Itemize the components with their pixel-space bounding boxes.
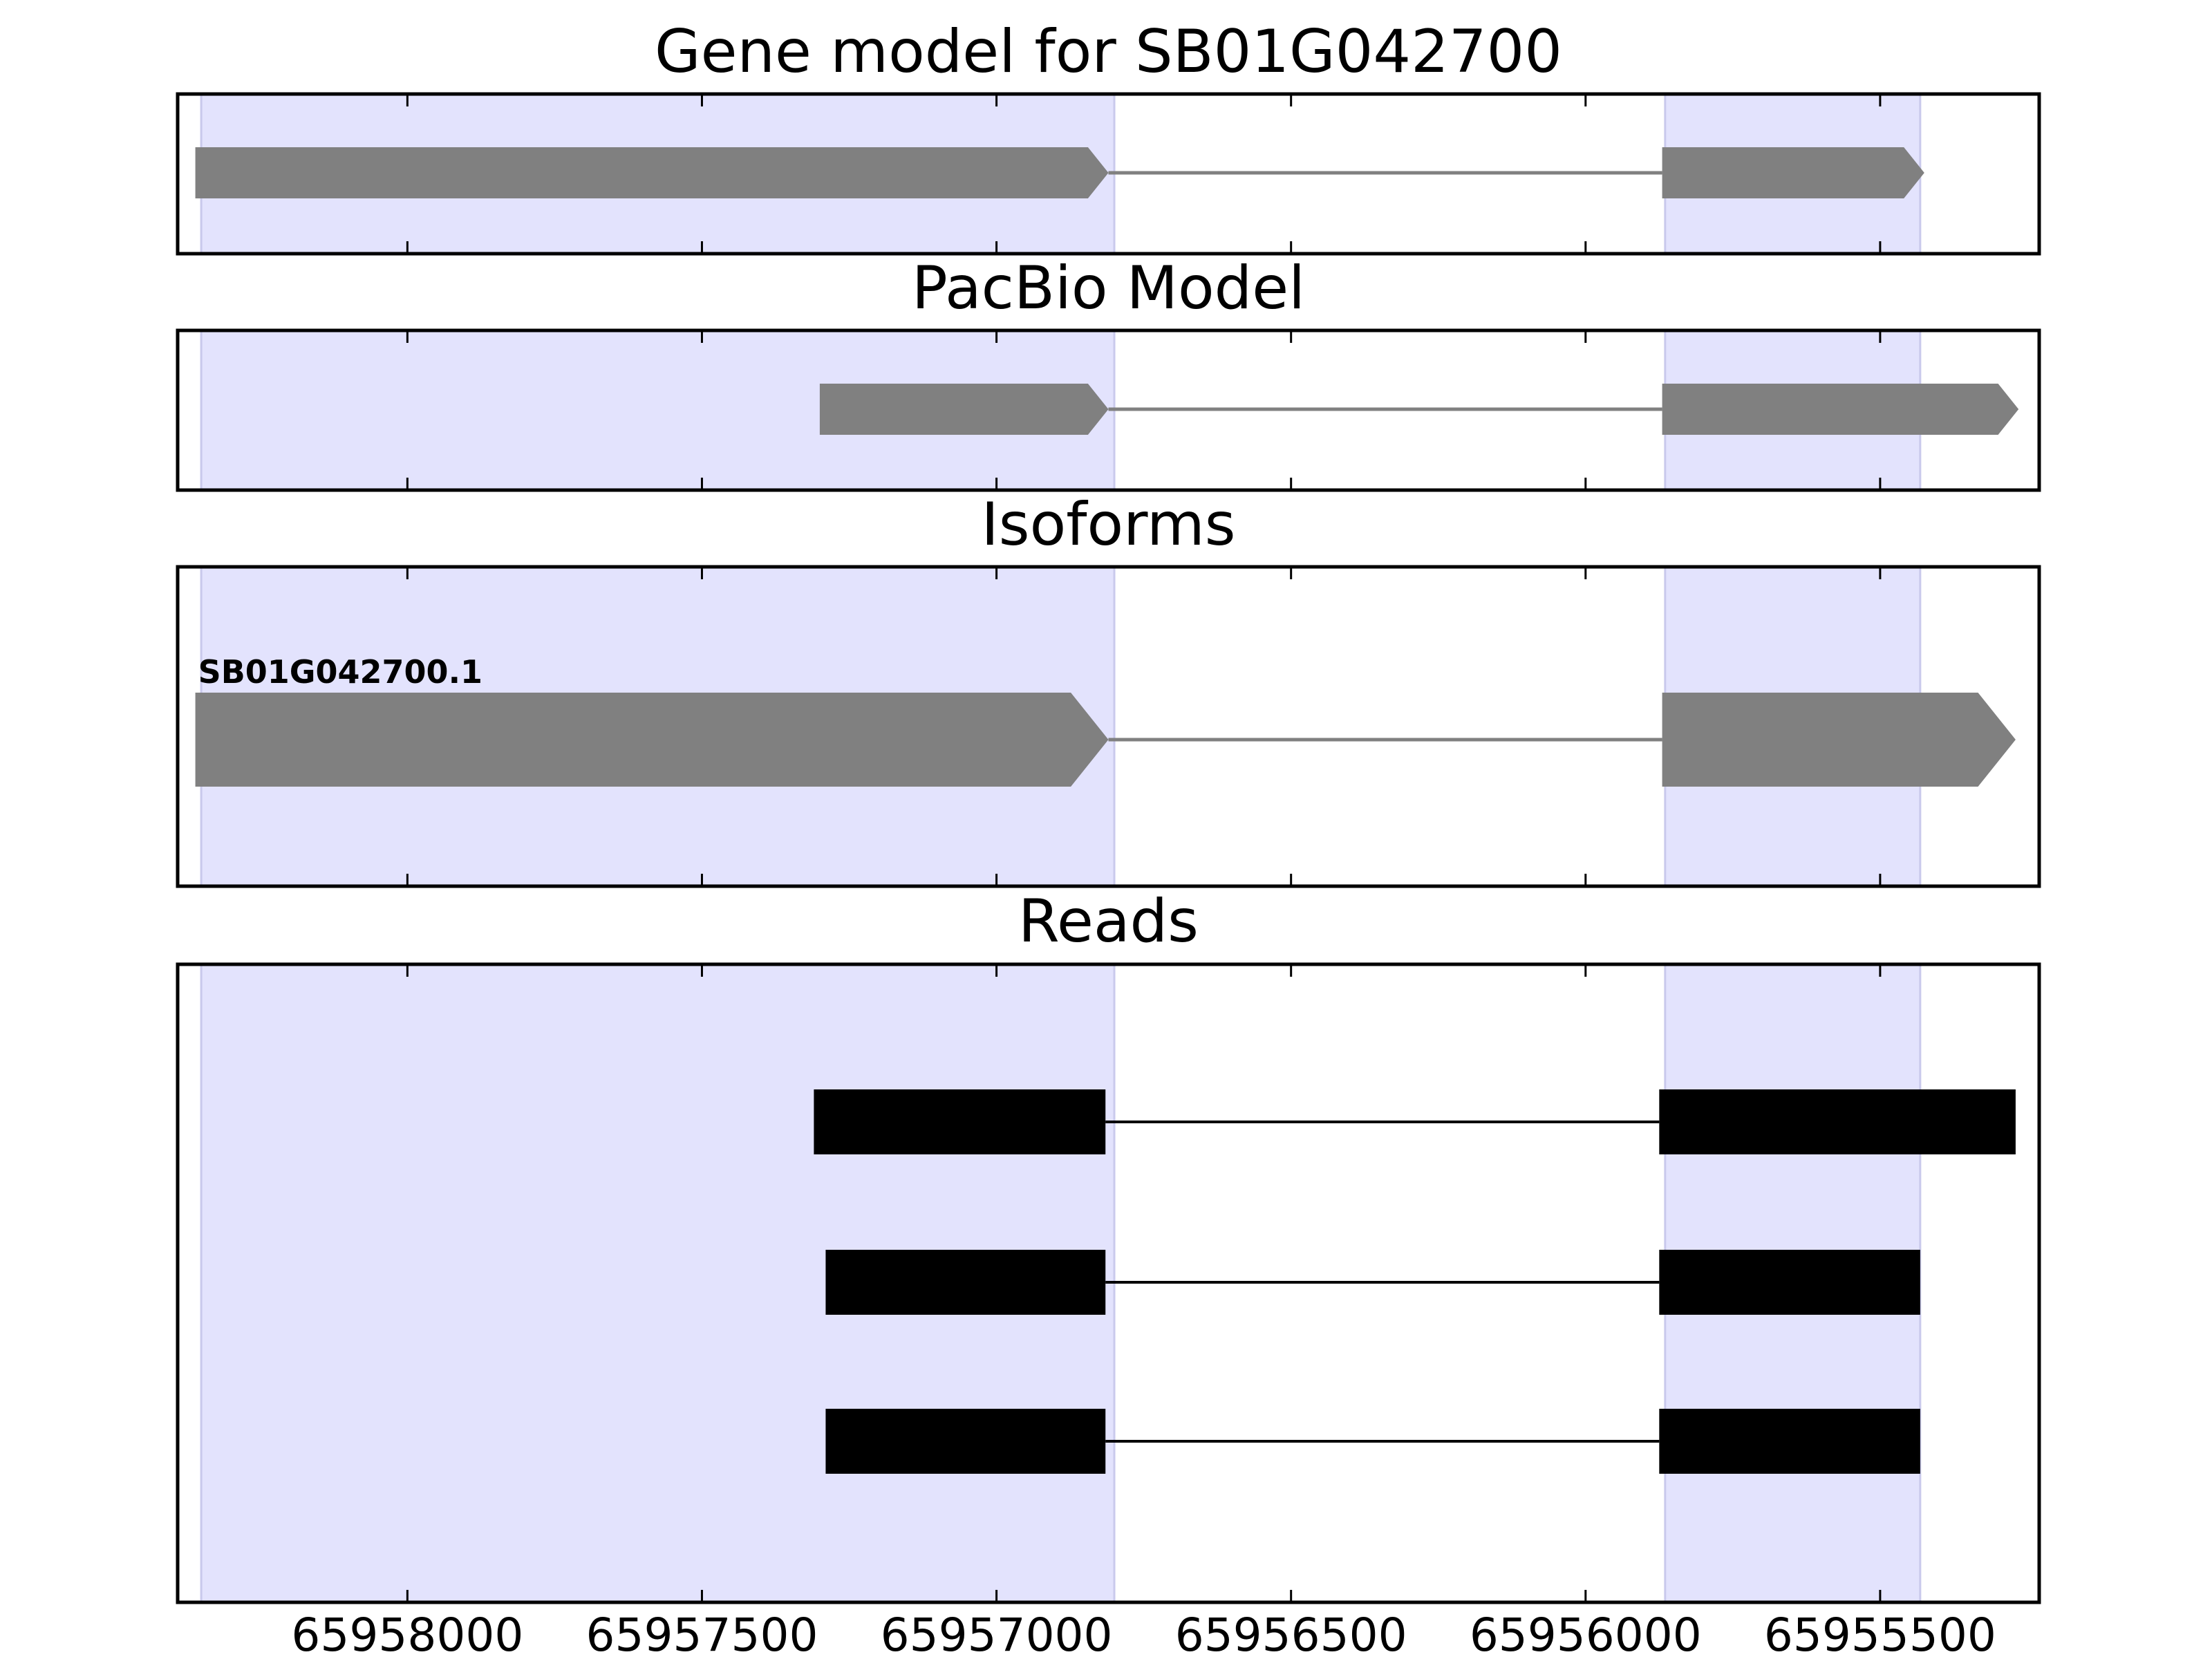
track xyxy=(825,1409,1920,1474)
read-exon xyxy=(825,1250,1106,1315)
panel-2: PacBio Model xyxy=(176,254,2041,492)
read-exon xyxy=(825,1409,1106,1474)
track xyxy=(825,1250,1920,1315)
x-tick-label: 65956500 xyxy=(1175,1609,1407,1659)
exon-arrow xyxy=(1662,147,1924,198)
panel-title: Gene model for SB01G042700 xyxy=(655,17,1562,86)
panel-title: Isoforms xyxy=(981,490,1235,559)
panel-1: Gene model for SB01G042700 xyxy=(176,17,2041,256)
x-tick-label: 65955500 xyxy=(1764,1609,1996,1659)
track xyxy=(814,1089,2016,1154)
read-exon xyxy=(1659,1409,1920,1474)
read-exon xyxy=(814,1089,1106,1154)
x-tick-label: 65957500 xyxy=(586,1609,818,1659)
track: SB01G042700.1 xyxy=(195,653,2016,787)
axes-frame xyxy=(176,565,2041,888)
exon-arrow xyxy=(819,384,1109,435)
exon-arrow xyxy=(1662,384,2019,435)
exon-arrow xyxy=(195,147,1109,198)
panel-title: PacBio Model xyxy=(912,254,1305,323)
isoform-label: SB01G042700.1 xyxy=(198,653,482,691)
panel-4: Reads xyxy=(176,887,2041,1604)
track xyxy=(195,147,1924,198)
x-tick-label: 65957000 xyxy=(881,1609,1113,1659)
exon-arrow xyxy=(195,693,1109,787)
track xyxy=(819,384,2019,435)
axes-frame xyxy=(176,962,2041,1604)
read-exon xyxy=(1659,1089,2016,1154)
read-exon xyxy=(1659,1250,1920,1315)
axes-frame xyxy=(176,328,2041,492)
x-tick-label: 65958000 xyxy=(291,1609,523,1659)
axes-frame xyxy=(176,92,2041,256)
panel-title: Reads xyxy=(1018,887,1199,956)
panel-3: SB01G042700.1 Isoforms xyxy=(176,490,2041,888)
exon-arrow xyxy=(1662,693,2016,787)
x-tick-label: 65956000 xyxy=(1470,1609,1702,1659)
